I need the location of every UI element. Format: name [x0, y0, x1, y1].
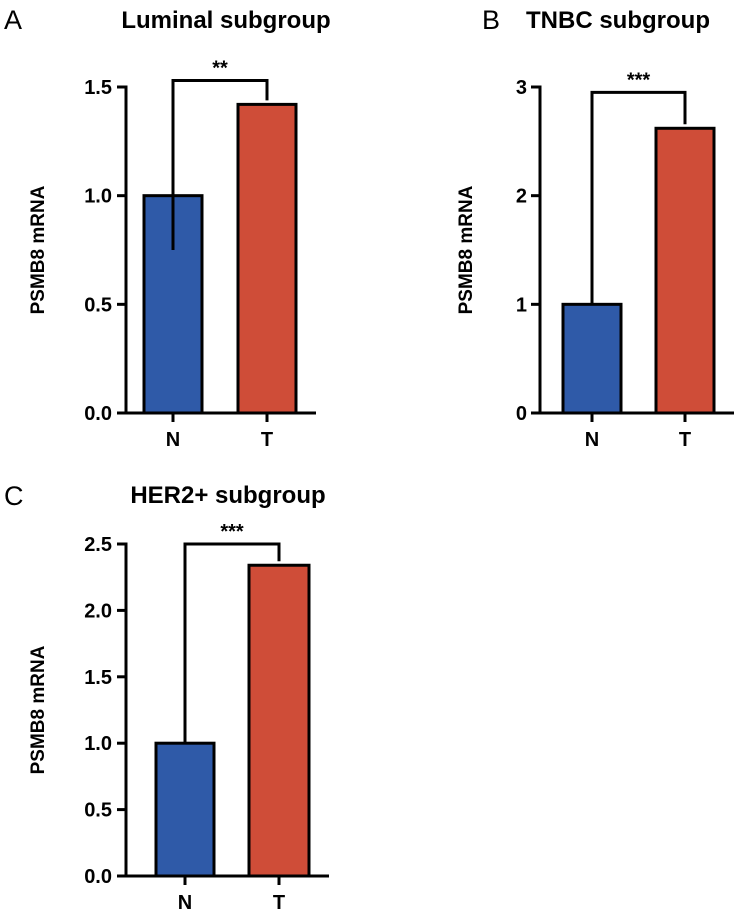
chart-b-ylabel: PSMB8 mRNA	[456, 185, 477, 314]
chart-c-significance-label: ***	[220, 521, 244, 543]
chart-c-significance-bracket	[183, 542, 281, 743]
chart-a-bar-t	[236, 102, 298, 415]
chart-c-ytick-label-5: 2.5	[84, 534, 112, 556]
chart-b-xtick-n: N	[585, 429, 599, 451]
chart-a-ylabel: PSMB8 mRNA	[28, 185, 49, 314]
chart-a-panel-letter: A	[4, 5, 22, 35]
chart-c-ytick-label-4: 2.0	[84, 600, 112, 622]
chart-c-title: HER2+ subgroup	[130, 482, 325, 509]
chart-a-xtick-n: N	[166, 429, 180, 451]
chart-panel-b: B TNBC subgroup PSMB8 mRNA N T 0 1 2 3 ***	[456, 5, 734, 451]
chart-b-ytick-label-2: 2	[516, 186, 527, 208]
chart-c-bar-n	[154, 741, 216, 878]
chart-c-ylabel: PSMB8 mRNA	[28, 645, 49, 774]
chart-c-ytick-label-2: 1.0	[84, 733, 112, 755]
chart-c-ytick-label-3: 1.5	[84, 667, 112, 689]
chart-a-title: Luminal subgroup	[121, 7, 330, 34]
chart-b-ytick-label-1: 1	[516, 294, 527, 316]
chart-c-xtick-n: N	[178, 892, 192, 913]
chart-a-ytick-label-2: 1.0	[84, 186, 112, 208]
chart-b-significance-label: ***	[627, 69, 651, 91]
chart-a-ytick-label-3: 1.5	[84, 77, 112, 99]
chart-b-significance-bracket	[590, 90, 687, 304]
chart-c-bar-t	[247, 563, 311, 878]
chart-b-bar-t	[654, 126, 716, 415]
chart-a-significance-label: **	[212, 57, 228, 79]
chart-c-xtick-t: T	[273, 892, 285, 913]
chart-a-ytick-label-1: 0.5	[84, 294, 112, 316]
chart-c-panel-letter: C	[4, 481, 24, 511]
chart-b-ytick-label-3: 3	[516, 77, 527, 99]
chart-b-bar-n	[561, 302, 623, 415]
chart-b-title: TNBC subgroup	[526, 7, 710, 34]
chart-a-ytick-label-0: 0.0	[84, 403, 112, 425]
chart-b-ytick-label-0: 0	[516, 403, 527, 425]
chart-a-significance-bracket	[171, 78, 269, 195]
chart-c-ytick-label-1: 0.5	[84, 800, 112, 822]
chart-panel-a: A Luminal subgroup PSMB8 mRNA N T 0.0 0.5 1.0 1.…	[4, 5, 331, 451]
chart-b-xtick-t: T	[679, 429, 691, 451]
chart-panel-c: C HER2+ subgroup PSMB8 mRNA N T 0.0 0.5 1.0 1.5 2…	[4, 481, 329, 913]
chart-c-ytick-label-0: 0.0	[84, 866, 112, 888]
chart-b-panel-letter: B	[482, 5, 500, 35]
chart-a-xtick-t: T	[261, 429, 273, 451]
